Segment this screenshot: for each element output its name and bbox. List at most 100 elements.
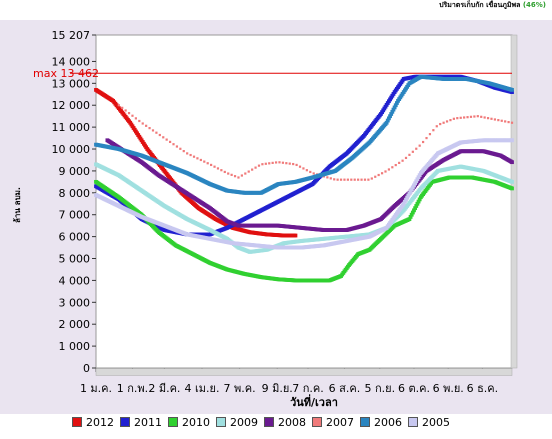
data-point (206, 162, 209, 165)
legend-item-2012[interactable]: 2012 (72, 416, 114, 429)
data-point (417, 197, 422, 202)
legend-item-2007[interactable]: 2007 (312, 416, 354, 429)
data-point (182, 150, 185, 153)
x-tick-label: 6 ต.ค. (398, 382, 430, 395)
data-point (432, 129, 435, 132)
x-tick-label: 2 มี.ค. (148, 382, 180, 395)
data-point (302, 167, 305, 170)
x-tick-label: 6 ส.ค. (329, 382, 361, 395)
legend-item-2005[interactable]: 2005 (408, 416, 450, 429)
data-point (409, 187, 414, 192)
data-point (295, 163, 298, 167)
legend-item-2009[interactable]: 2009 (216, 416, 258, 429)
series-2008 (105, 138, 514, 232)
data-point (401, 201, 406, 206)
data-point (459, 116, 462, 119)
data-point (333, 178, 336, 181)
data-point (134, 117, 137, 120)
plot-area (95, 34, 513, 369)
data-point (240, 174, 243, 177)
legend-item-2011[interactable]: 2011 (120, 416, 162, 429)
data-point (428, 133, 432, 136)
data-point (415, 201, 420, 206)
data-point (408, 189, 413, 194)
y-tick-label: 15 207 (52, 29, 91, 42)
legend-label: 2009 (230, 416, 258, 429)
data-point (285, 162, 288, 165)
legend-swatch (408, 417, 418, 427)
data-point (388, 114, 392, 119)
y-tick-label: 9 000 (59, 165, 91, 178)
data-point (476, 115, 479, 118)
data-point (271, 161, 274, 164)
data-point (189, 153, 192, 157)
data-point (374, 175, 377, 178)
vertical-scrollbar (510, 34, 518, 369)
page-title-percent: (46%) (522, 1, 546, 9)
y-tick-label: 14 000 (52, 55, 91, 68)
x-tick-label: 1 ม.ค. (80, 382, 112, 395)
series-2010 (94, 175, 514, 283)
data-point (237, 176, 240, 179)
data-point (418, 144, 421, 147)
data-point (292, 162, 295, 166)
data-point (230, 173, 233, 176)
data-point (402, 199, 407, 204)
data-point (469, 115, 473, 118)
data-point (391, 107, 396, 112)
data-point (370, 177, 373, 180)
legend-swatch (168, 417, 178, 427)
data-point (244, 172, 247, 175)
data-point (264, 162, 267, 165)
x-tick-label: 5 ก.ย. (364, 382, 395, 395)
data-point (274, 161, 278, 164)
data-point (172, 143, 175, 146)
data-point (389, 112, 394, 116)
data-point (384, 120, 389, 125)
y-tick-label: 4 000 (59, 274, 91, 287)
data-point (298, 165, 302, 168)
data-point (210, 163, 213, 167)
data-point (510, 90, 514, 94)
x-tick-label: 6 พ.ย. (433, 382, 464, 395)
data-point (165, 138, 168, 141)
data-point (309, 170, 312, 174)
data-point (449, 119, 452, 122)
data-point (463, 116, 466, 119)
page-title: ปริมาตรเก็บกัก เขื่อนภูมิพล (46%) (439, 0, 546, 11)
legend-label: 2012 (86, 416, 114, 429)
data-point (346, 178, 349, 181)
series-2012 (94, 87, 298, 238)
data-point (401, 159, 404, 162)
data-point (288, 162, 291, 165)
storage-chart: 0 1 000 2 000 3 000 4 000 5 000 6 000 7 000 8 00… (0, 20, 552, 414)
chart-legend: 2012 2011 2010 2009 2008 2007 2006 2005 (72, 416, 456, 429)
legend-item-2008[interactable]: 2008 (264, 416, 306, 429)
data-point (407, 217, 412, 221)
data-point (417, 173, 422, 178)
legend-swatch (120, 417, 130, 427)
data-point (415, 147, 418, 150)
data-point (412, 183, 416, 188)
data-point (216, 167, 220, 170)
data-point (398, 161, 401, 164)
y-tick-label: 6 000 (59, 231, 91, 244)
data-point (141, 122, 144, 125)
data-point (326, 176, 329, 179)
data-point (442, 121, 445, 124)
data-point (251, 168, 254, 171)
data-point (155, 131, 158, 134)
data-point (192, 155, 196, 158)
data-point (138, 119, 141, 123)
legend-item-2006[interactable]: 2006 (360, 416, 402, 429)
x-tick-label: 9 มิ.ย. (262, 382, 293, 395)
y-tick-label: 11 000 (52, 121, 91, 134)
legend-swatch (360, 417, 370, 427)
data-point (390, 109, 395, 114)
data-point (261, 163, 264, 166)
data-point (203, 160, 206, 163)
horizontal-scrollbar (95, 368, 513, 376)
legend-item-2010[interactable]: 2010 (168, 416, 210, 429)
data-point (510, 138, 514, 143)
